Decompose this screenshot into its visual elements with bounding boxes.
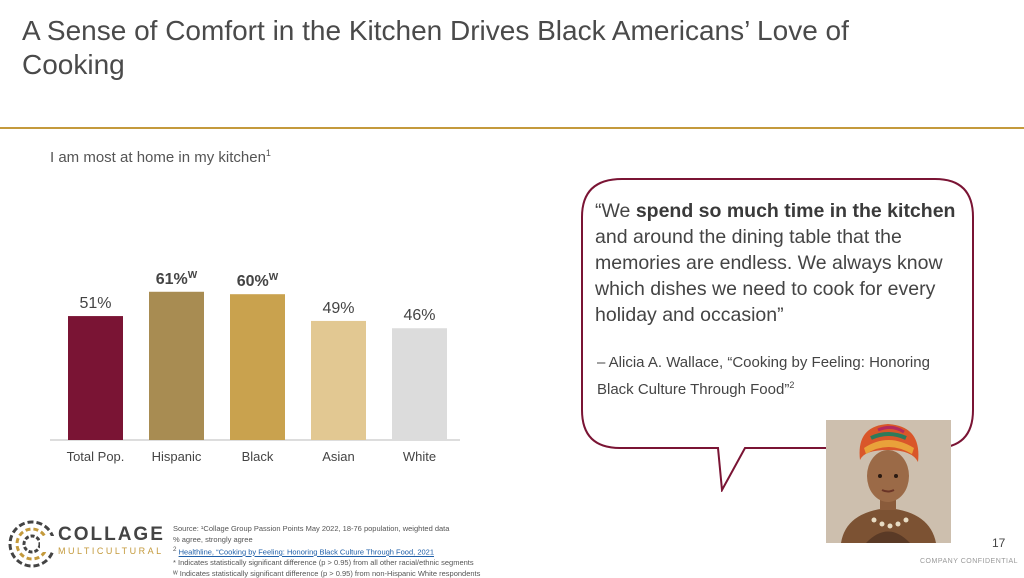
slide-title: A Sense of Comfort in the Kitchen Drives… [22, 15, 849, 80]
source-line-3-sup: 2 [173, 546, 177, 553]
category-label: Asian [322, 449, 355, 464]
confidential-label: COMPANY CONFIDENTIAL [920, 558, 1019, 565]
bar-chart: 51% Total Pop. 61%W Hispanic 60%W Black 49% Asi… [50, 250, 460, 480]
bar-white [392, 328, 447, 440]
bar-black [230, 294, 285, 440]
source-line-5: ᵂ Indicates statistically significant di… [173, 568, 481, 578]
logo-mark-icon [8, 520, 58, 568]
bar-chart-svg: 51% Total Pop. 61%W Hispanic 60%W Black 49% Asi… [50, 270, 460, 464]
logo-name: COLLAGE [58, 524, 165, 545]
chart-subtitle-footnote: 1 [265, 148, 271, 158]
bar-asian [311, 320, 366, 440]
collage-logo [6, 516, 176, 572]
bar-value-label: 51% [79, 295, 111, 312]
quote-rest: and around the dining table that the mem… [595, 226, 943, 326]
chart-subtitle-text: I am most at home in my kitchen [50, 149, 266, 166]
quote-attribution-footnote: 2 [789, 380, 795, 390]
source-line-1: Source: ¹Collage Group Passion Points Ma… [173, 524, 450, 533]
bar-value-label: 49% [322, 300, 354, 317]
portrait-illustration [826, 420, 951, 543]
quote-bubble [580, 177, 975, 492]
quote-bold: spend so much time in the kitchen [635, 200, 956, 222]
bar-value-label: 46% [403, 307, 435, 324]
quote-text: “We spend so much time in the kitchen an… [595, 198, 965, 328]
portrait-photo [826, 420, 951, 543]
source-notes: Source: ¹Collage Group Passion Points Ma… [173, 524, 593, 578]
category-label: Black [242, 449, 274, 464]
title-divider [0, 127, 1024, 129]
quote-attribution-text: – Alicia A. Wallace, “Cooking by Feeling… [597, 354, 930, 398]
bar-value-label: 61%W [156, 270, 198, 288]
source-line-2: % agree, strongly agree [173, 534, 253, 544]
quote-open: “We [595, 200, 636, 222]
logo-subtitle: MULTICULTURAL [58, 546, 164, 556]
quote-attribution: – Alicia A. Wallace, “Cooking by Feeling… [597, 352, 967, 401]
source-line-4: * Indicates statistically significant di… [173, 558, 474, 567]
category-label: Hispanic [152, 449, 202, 464]
category-label: Total Pop. [67, 449, 125, 464]
bar-total-pop [68, 316, 123, 440]
page-number: 17 [992, 536, 1006, 550]
chart-subtitle: I am most at home in my kitchen1 [50, 148, 271, 166]
category-label: White [403, 449, 436, 464]
healthline-link[interactable]: Healthline, “Cooking by Feeling: Honorin… [178, 547, 435, 557]
bar-value-label: 60%W [237, 272, 279, 290]
bar-hispanic [149, 291, 204, 440]
quote-bubble-outline [581, 178, 974, 492]
source-line-3: 2 Healthline, “Cooking by Feeling: Honor… [173, 545, 593, 558]
